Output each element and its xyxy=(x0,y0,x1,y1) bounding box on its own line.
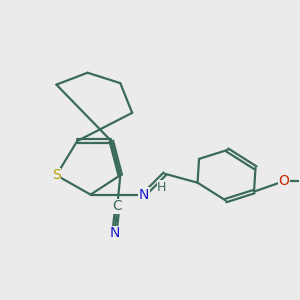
Text: N: N xyxy=(109,226,119,240)
Text: O: O xyxy=(278,174,289,188)
Text: N: N xyxy=(139,188,149,202)
Text: C: C xyxy=(112,200,122,214)
Text: S: S xyxy=(52,168,61,182)
Text: H: H xyxy=(157,181,167,194)
